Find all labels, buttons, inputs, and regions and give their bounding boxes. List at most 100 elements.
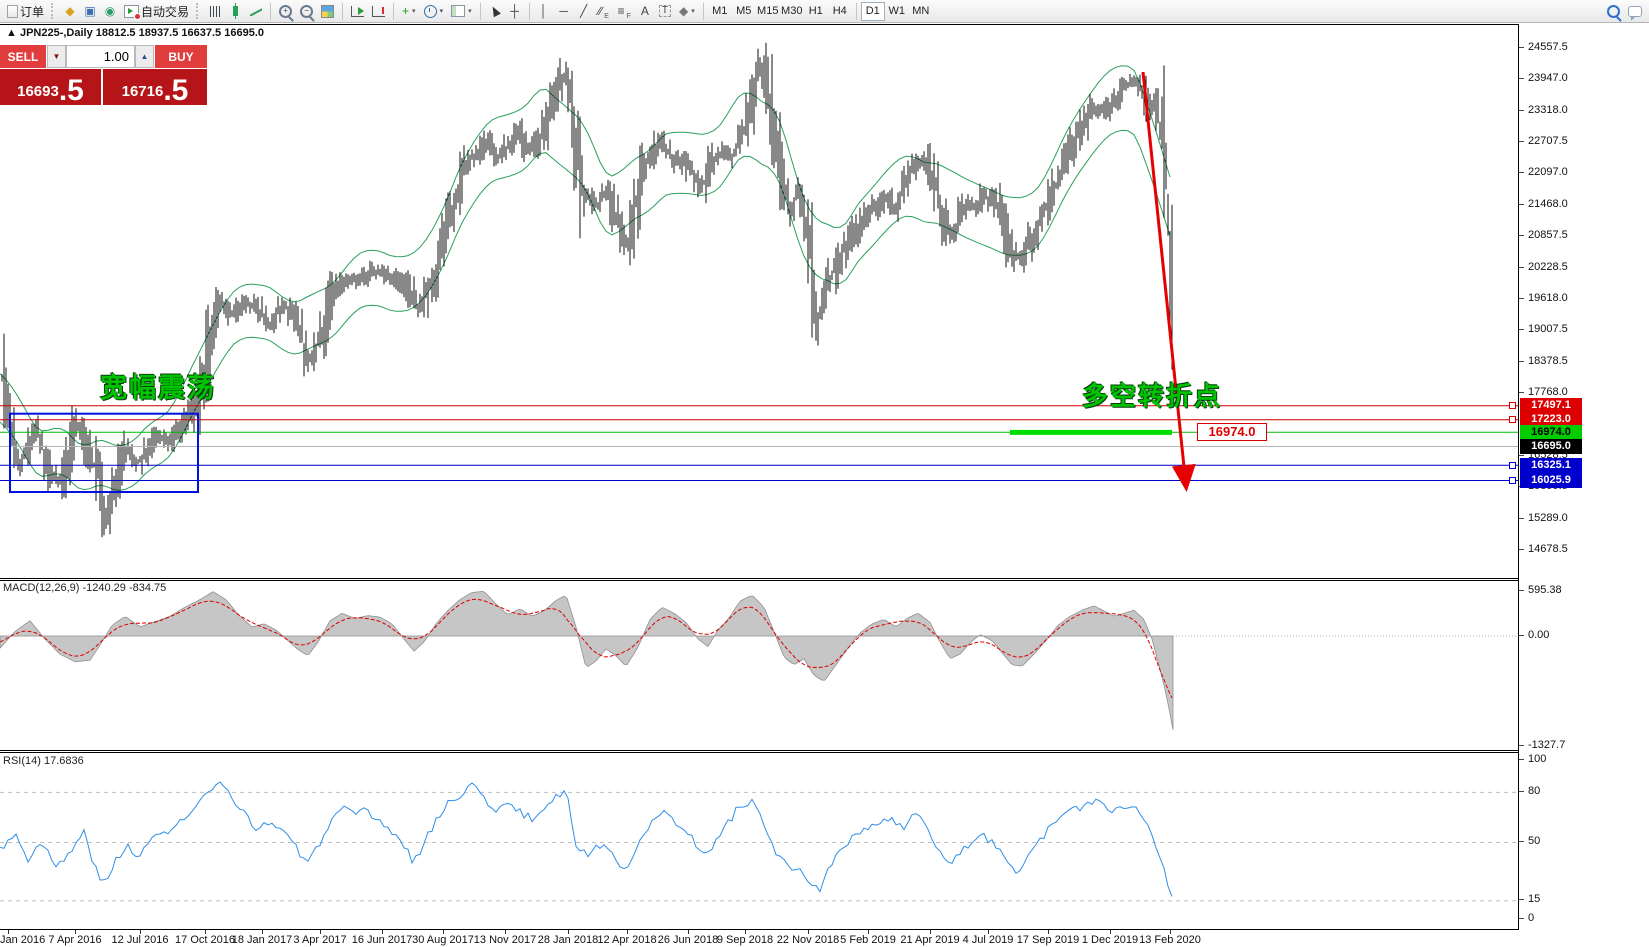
lot-increase-button[interactable]: ▲	[135, 45, 154, 68]
date-tick-mark	[745, 930, 746, 934]
toolbar-separator	[855, 2, 857, 20]
line-chart-button[interactable]	[246, 2, 266, 21]
axis-left-border	[1518, 24, 1519, 930]
text-button[interactable]: A	[635, 2, 655, 21]
price-level-badge: 16025.9	[1509, 473, 1582, 488]
tf-h1-button[interactable]: H1	[804, 2, 828, 21]
level-line-marker[interactable]	[1509, 462, 1516, 469]
pane-divider-main-macd[interactable]	[0, 578, 1518, 581]
dropdown-arrow-icon[interactable]: ▾	[691, 8, 695, 15]
trendline-button[interactable]: ╱	[574, 2, 594, 21]
chart-shift-button[interactable]	[368, 2, 389, 21]
tile-windows-button[interactable]	[317, 2, 338, 21]
date-tick-label: 13 Feb 2020	[1139, 934, 1201, 946]
dropdown-arrow-icon[interactable]: ▾	[439, 8, 444, 15]
tf-m15-button[interactable]: M15	[756, 2, 780, 21]
search-icon	[1607, 4, 1620, 18]
tf-h4-button[interactable]: H4	[828, 2, 852, 21]
cursor-button[interactable]	[485, 2, 505, 21]
sell-price-display[interactable]: 16693 .5	[0, 69, 101, 105]
auto-scroll-button[interactable]	[347, 2, 368, 21]
zoom-in-button[interactable]	[275, 2, 296, 21]
date-tick-mark	[988, 930, 989, 934]
tf-m30-button[interactable]: M30	[780, 2, 804, 21]
buy-price-int: 16716	[121, 83, 164, 100]
fibonacci-button[interactable]: ≡ F	[614, 2, 635, 21]
periods-button[interactable]: ▾	[420, 2, 448, 21]
price-tick-label: 14678.5	[1519, 542, 1568, 556]
search-button[interactable]	[1603, 2, 1624, 21]
icon-subscript: F	[626, 12, 631, 20]
auto-trading-button[interactable]: 自动交易	[120, 2, 193, 21]
sell-button[interactable]: SELL	[0, 45, 46, 68]
price-tick-label: 19007.5	[1519, 322, 1568, 336]
tf-mn-button-label: MN	[912, 5, 930, 17]
zoom-out-button[interactable]	[296, 2, 317, 21]
price-level-badge: 16695.0	[1520, 439, 1582, 454]
auto-trading-icon	[124, 4, 142, 20]
price-tick-label: 15289.0	[1519, 511, 1568, 525]
rsi-canvas[interactable]	[0, 753, 1518, 929]
date-tick-mark	[262, 930, 263, 934]
horizontal-line-button[interactable]: ─	[554, 2, 574, 21]
tf-d1-button[interactable]: D1	[860, 1, 885, 21]
label-button[interactable]: T	[655, 2, 675, 21]
fast-nav-arrow-icon[interactable]: ▲	[6, 27, 17, 39]
date-tick-mark	[1048, 930, 1049, 934]
tf-mn-button[interactable]: MN	[909, 2, 933, 21]
vertical-line-button[interactable]: │	[534, 2, 554, 21]
crosshair-button[interactable]: ┼	[505, 2, 525, 21]
price-axis[interactable]: 24557.5 23947.0 23318.0 22707.5 22097.0 21468…	[1509, 24, 1649, 930]
lot-decrease-button[interactable]: ▼	[47, 45, 66, 68]
arrows-button[interactable]: ◆ ▾	[675, 2, 699, 21]
signals-button[interactable]: ◉	[100, 2, 120, 21]
buy-price-display[interactable]: 16716 .5	[103, 69, 207, 105]
macd-indicator-label: MACD(12,26,9) -1240.29 -834.75	[3, 582, 167, 594]
lot-size-input[interactable]	[66, 45, 135, 68]
date-tick-mark	[868, 930, 869, 934]
bar-chart-button[interactable]	[205, 2, 225, 21]
date-tick-mark	[505, 930, 506, 934]
new-order-button-label: 订单	[20, 4, 45, 19]
level-line-marker[interactable]	[1509, 477, 1516, 484]
level-line-marker[interactable]	[1509, 416, 1516, 423]
tf-m1-button[interactable]: M1	[708, 2, 732, 21]
new-order-button[interactable]: 订单	[3, 2, 48, 21]
chat-icon	[1628, 5, 1642, 21]
pane-divider-macd-rsi[interactable]	[0, 750, 1518, 753]
data-window-icon: ▣	[84, 4, 96, 18]
one-click-trade-panel: SELL ▼ ▲ BUY 16693 .5 16716 .5	[0, 45, 207, 105]
toolbar-separator	[528, 2, 530, 20]
green-level-price-label: 16974.0	[1197, 423, 1267, 441]
date-tick-mark	[930, 930, 931, 934]
date-tick-label: 21 Apr 2019	[900, 934, 960, 946]
tf-m1-button-label: M1	[712, 5, 728, 17]
channel-button[interactable]: ∕∕ E	[594, 2, 614, 21]
toolbar: 订单◆▣◉自动交易+▾▾▾┼│─╱∕∕E≡FAT◆▾M1M5M15M30H1H4…	[0, 0, 1649, 23]
date-tick-mark	[205, 930, 206, 934]
date-tick-mark	[140, 930, 141, 934]
main-chart-canvas[interactable]	[0, 24, 1518, 578]
level-line-marker[interactable]	[1509, 402, 1516, 409]
tf-m5-button[interactable]: M5	[732, 2, 756, 21]
candlestick-chart-button[interactable]	[225, 2, 246, 21]
dropdown-arrow-icon[interactable]: ▾	[412, 8, 416, 15]
templates-button[interactable]: ▾	[447, 2, 476, 21]
arrow-symbols-icon: ◆	[679, 4, 689, 18]
sell-price-dec: .5	[58, 73, 84, 107]
data-window-button[interactable]: ▣	[80, 2, 100, 21]
date-tick-label: 30 Aug 2017	[412, 934, 474, 946]
indicators-plus-icon: +	[402, 4, 410, 18]
trendline-icon: ╱	[579, 4, 588, 18]
buy-button[interactable]: BUY	[155, 45, 207, 68]
price-tick-label: 20228.5	[1519, 260, 1568, 274]
price-level-badge: 17497.1	[1509, 398, 1582, 413]
date-axis[interactable]: Jan 2016 7 Apr 2016 12 Jul 2016 17 Oct 2016…	[0, 930, 1518, 947]
dropdown-arrow-icon[interactable]: ▾	[468, 8, 472, 15]
chat-button[interactable]	[1624, 2, 1646, 21]
tf-w1-button[interactable]: W1	[885, 2, 909, 21]
indicators-button[interactable]: + ▾	[398, 2, 420, 21]
gold-bars-button[interactable]: ◆	[60, 2, 80, 21]
macd-canvas[interactable]	[0, 581, 1518, 750]
date-tick-label: 7 Apr 2016	[48, 934, 102, 946]
